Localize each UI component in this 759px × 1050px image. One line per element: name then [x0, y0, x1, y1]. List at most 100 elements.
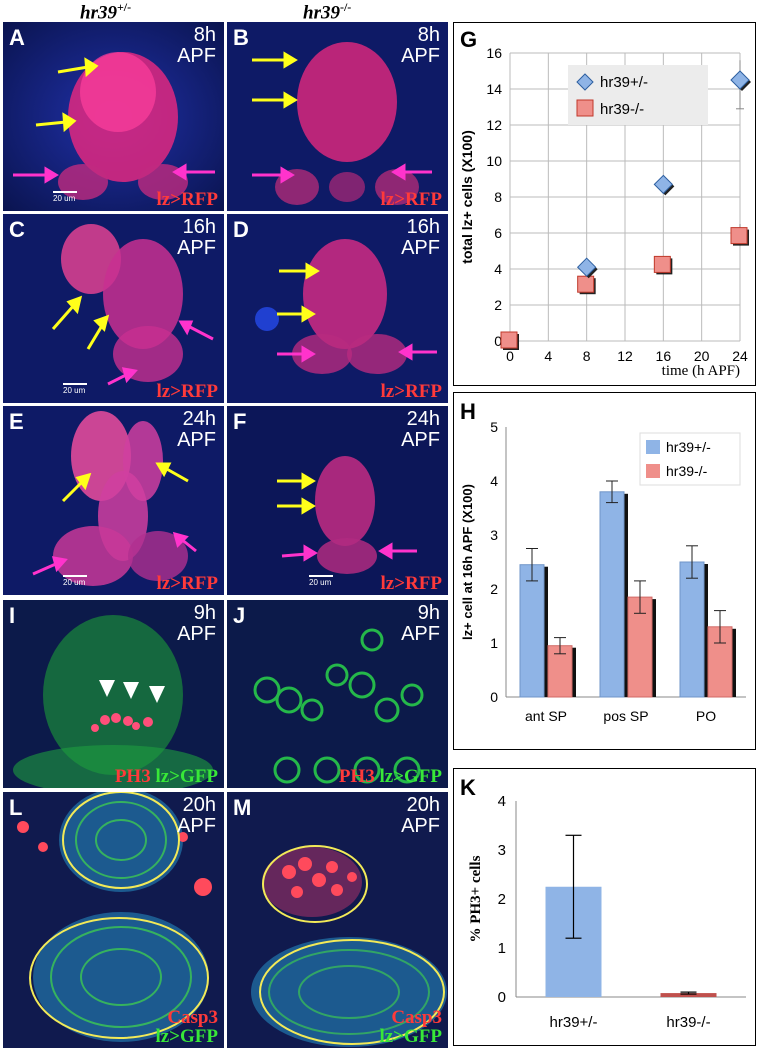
panel-l-stain-green: lz>GFP: [155, 1026, 218, 1047]
bar-shadow: [624, 493, 628, 697]
panel-label-d: D: [233, 217, 249, 242]
legend-marker-het: [576, 73, 594, 91]
panel-b-image: [227, 22, 448, 211]
legend-label-mut: hr39-/-: [666, 463, 708, 479]
panel-label-c: C: [9, 217, 25, 242]
header-hr39-mut: hr39-/-: [303, 0, 351, 24]
y-tick-label: 8: [494, 189, 502, 205]
yellow-outline-top: [62, 792, 180, 889]
panel-j-stain: PH3 lz>GFP: [339, 767, 442, 786]
panel-a-scale: 20 um: [53, 191, 77, 203]
x-tick-label: 12: [617, 348, 633, 364]
panel-label-g: G: [460, 27, 477, 52]
x-tick-label: ant SP: [525, 708, 567, 724]
y-tick-label: 3: [490, 527, 498, 543]
panel-d-time-unit: APF: [401, 237, 440, 259]
legend-swatch-mut: [646, 464, 660, 478]
y-tick-label: 3: [498, 842, 506, 859]
magenta-arrows: [281, 542, 417, 562]
panel-e-image: [3, 406, 224, 595]
bar-mut: [660, 993, 717, 997]
panel-b-stain-text: lz>RFP: [380, 189, 442, 210]
x-tick-label: hr39+/-: [550, 1014, 598, 1031]
panel-c-scale: 20 um: [63, 383, 87, 395]
panel-c-scale-text: 20 um: [63, 386, 86, 395]
panel-d-stain-text: lz>RFP: [380, 381, 442, 402]
y-tick-label: 0: [490, 689, 498, 705]
y-tick-label: 0: [494, 333, 502, 349]
panel-j-time: 9h APF: [401, 603, 440, 645]
panel-b-micrograph: B 8h APF lz>RFP: [227, 22, 448, 211]
chart-g: G 0 4 8 12 16 20 24 0 2 4 6 8 10 12 14 16 total lz+ cells…: [453, 22, 756, 386]
panel-e-scale: 20 um: [63, 575, 87, 587]
data-point-mut: [730, 227, 748, 245]
y-tick-label: 12: [486, 117, 502, 133]
scale-bar: [63, 383, 87, 385]
panel-i-time-unit: APF: [177, 623, 216, 645]
panel-m-stain: Casp3 lz>GFP: [379, 1008, 442, 1046]
y-tick-label: 1: [498, 940, 506, 957]
panel-b-time: 8h APF: [401, 25, 440, 67]
panel-l-stain: Casp3 lz>GFP: [155, 1008, 218, 1046]
panel-c-stain: lz>RFP: [157, 382, 218, 401]
panel-e-time-unit: APF: [177, 429, 216, 451]
panel-d-image: [227, 214, 448, 403]
panel-m-time-h: 20h: [406, 794, 440, 816]
panel-c-time: 16h APF: [177, 217, 216, 259]
panel-a-scale-text: 20 um: [53, 194, 76, 203]
y-tick-label: 14: [486, 81, 502, 97]
panel-i-time-h: 9h: [193, 602, 216, 624]
y-tick-label: 2: [490, 581, 498, 597]
y-tick-label: 10: [486, 153, 502, 169]
legend-label-mut: hr39-/-: [600, 101, 644, 118]
header-het-text: hr39: [80, 2, 117, 24]
y-axis-label: lz+ cell at 16h APF (X100): [460, 484, 475, 640]
panel-label-k: K: [460, 775, 476, 800]
panel-c-time-h: 16h: [182, 216, 216, 238]
yellow-arrows: [61, 462, 189, 503]
casp3-cells: [282, 857, 357, 898]
panel-f-micrograph: F 24h APF 20 um lz>RFP: [227, 406, 448, 595]
panel-a-micrograph: A 8h APF 20 um lz>RFP: [3, 22, 224, 211]
panel-label-l: L: [9, 795, 23, 820]
panel-e-stain-text: lz>RFP: [156, 573, 218, 594]
x-axis-label: time (h APF): [662, 363, 740, 379]
panel-f-time-unit: APF: [401, 429, 440, 451]
panel-e-micrograph: E 24h APF 20 um lz>RFP: [3, 406, 224, 595]
magenta-arrows: [252, 163, 432, 184]
scale-bar: [53, 191, 77, 193]
chart-h-svg: H 0 1 2 3 4 5 lz+ cell at 16h APF (X100) ant SP p…: [460, 399, 746, 724]
data-point-het: [576, 257, 597, 277]
panel-m-stain-green: lz>GFP: [379, 1026, 442, 1047]
panel-label-m: M: [233, 795, 252, 820]
panel-i-stain: PH3 lz>GFP: [115, 767, 218, 786]
x-tick-label: pos SP: [603, 708, 648, 724]
panel-a-image: [3, 22, 224, 211]
panel-a-stain: lz>RFP: [157, 190, 218, 209]
panel-j-micrograph: J 9h APF PH3 lz>GFP: [227, 600, 448, 788]
header-hr39-het: hr39+/-: [80, 0, 131, 24]
panel-l-image: [3, 792, 224, 1048]
panel-f-stain: lz>RFP: [381, 574, 442, 593]
bar-shadow: [732, 628, 736, 697]
casp3-cells: [17, 821, 212, 896]
yellow-outline-bottom: [29, 917, 209, 1039]
panel-j-time-unit: APF: [401, 623, 440, 645]
yellow-arrows: [252, 51, 298, 109]
panel-e-time: 24h APF: [177, 409, 216, 451]
magenta-arrows: [277, 343, 437, 363]
panel-f-time-h: 24h: [406, 408, 440, 430]
panel-label-f: F: [233, 409, 247, 434]
panel-f-time: 24h APF: [401, 409, 440, 451]
panel-b-time-h: 8h: [417, 24, 440, 46]
magenta-arrows: [13, 163, 215, 184]
panel-d-time: 16h APF: [401, 217, 440, 259]
bar-shadow: [544, 566, 548, 697]
panel-i-micrograph: I 9h APF PH3 lz>GFP: [3, 600, 224, 788]
panel-label-i: I: [9, 603, 16, 628]
panel-i-image: [3, 600, 224, 788]
panel-label-h: H: [460, 399, 476, 424]
y-tick-label: 6: [494, 225, 502, 241]
y-tick-label: 0: [498, 989, 506, 1006]
